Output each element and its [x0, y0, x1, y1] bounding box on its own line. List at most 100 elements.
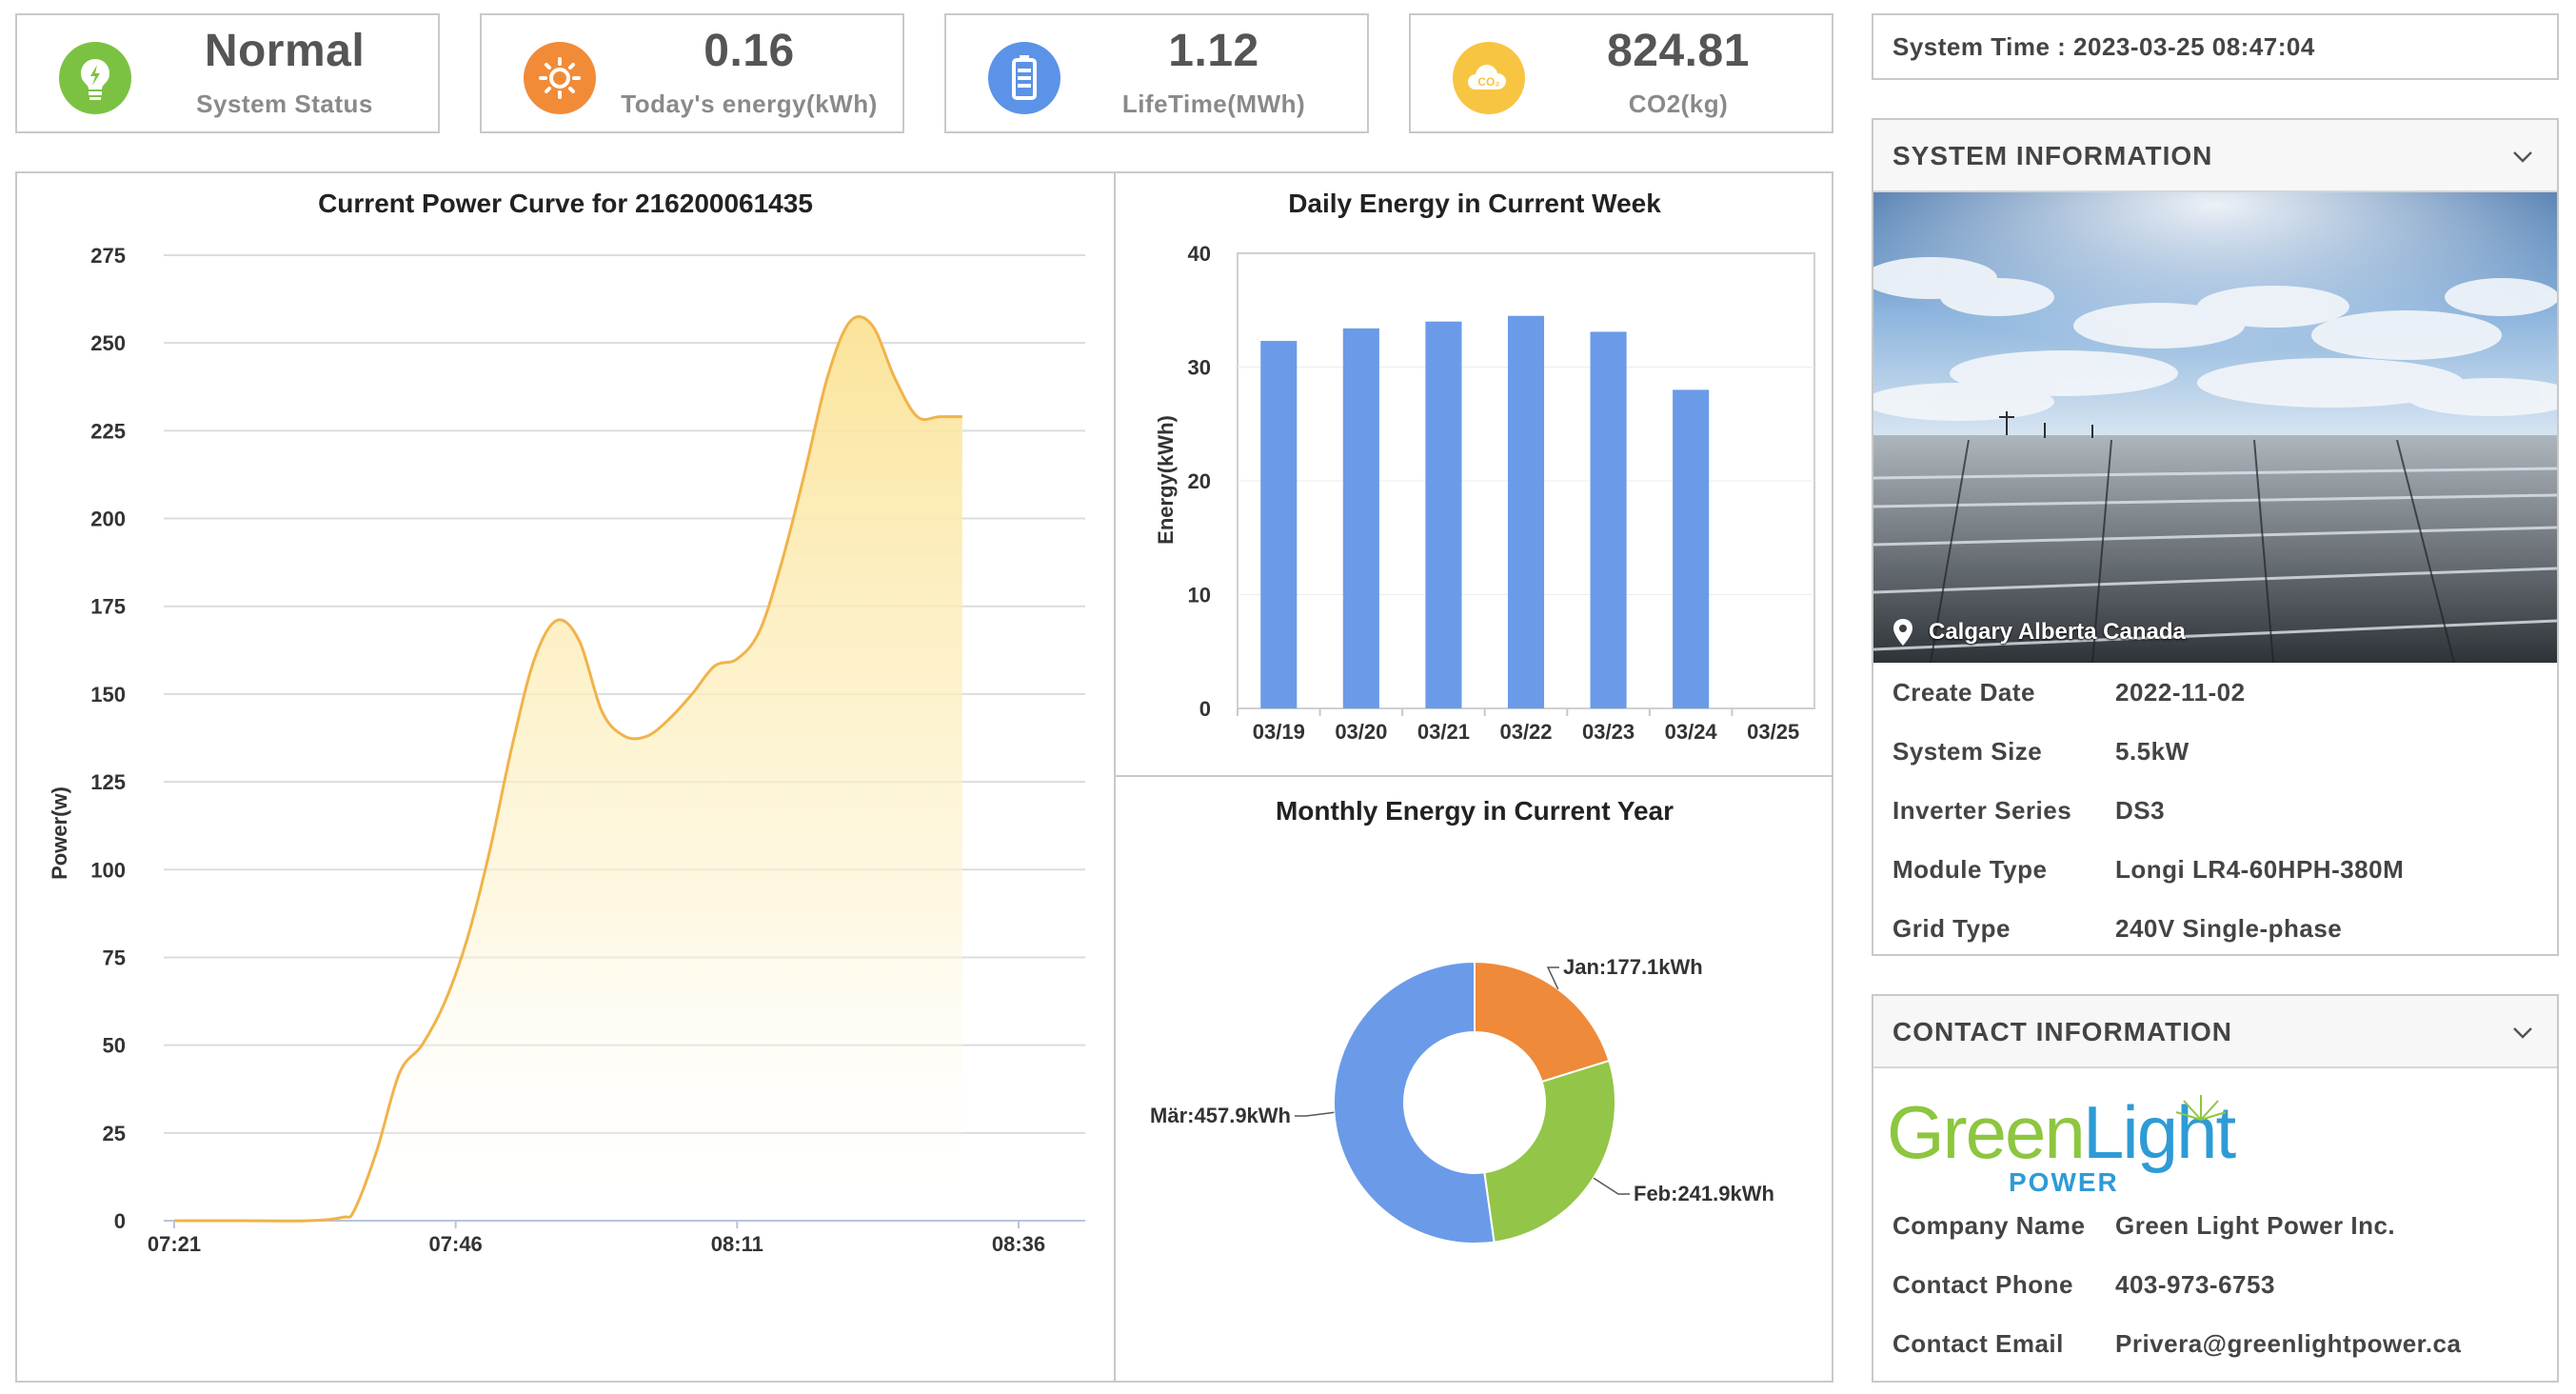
system-status-label: System Status: [196, 90, 373, 118]
daily-energy-title: Daily Energy in Current Week: [1288, 189, 1661, 218]
power-y-tick: 275: [90, 244, 126, 268]
contact-row-phone: Contact Phone 403-973-6753: [1892, 1270, 2547, 1308]
power-x-tick: 07:21: [148, 1232, 201, 1256]
contact-value[interactable]: Privera@greenlightpower.ca: [2115, 1329, 2462, 1358]
power-x-tick: 08:11: [711, 1232, 763, 1256]
today-energy-label: Today's energy(kWh): [621, 90, 878, 118]
system-info-header[interactable]: SYSTEM INFORMATION: [1873, 120, 2557, 192]
power-curve-title: Current Power Curve for 216200061435: [318, 189, 813, 218]
logo-sunburst-icon: [2175, 1095, 2227, 1121]
contact-info-header[interactable]: CONTACT INFORMATION: [1873, 996, 2557, 1068]
bar-y-tick: 0: [1199, 697, 1211, 721]
donut-slice: [1474, 960, 1611, 1084]
contact-row-company: Company Name Green Light Power Inc.: [1892, 1211, 2547, 1249]
contact-info-panel: CONTACT INFORMATION Green Light POWER Co…: [1872, 994, 2559, 1383]
power-y-tick: 125: [90, 770, 126, 794]
lifetime-label: LifeTime(MWh): [1121, 90, 1306, 118]
power-x-tick: 08:36: [992, 1232, 1045, 1256]
donut-label: Mär:457.9kWh: [1150, 1104, 1291, 1127]
daily-energy-chart: Daily Energy in Current Week 0 10 20 30 40 03…: [1116, 173, 1833, 775]
info-value: DS3: [2115, 796, 2166, 825]
bar-y-tick: 20: [1188, 469, 1211, 493]
power-y-tick: 175: [90, 595, 126, 619]
bar-x-tick: 03/25: [1747, 720, 1799, 744]
monthly-energy-chart: Monthly Energy in Current Year Jan:177.1…: [1116, 777, 1833, 1381]
info-row-inverter-series: Inverter Series DS3: [1892, 796, 2547, 834]
power-curve-svg[interactable]: 0 25 50 75 100 125 150 175 200 225 250 275 07:21 07:4…: [17, 173, 1114, 1381]
logo-green-text: Green: [1887, 1090, 2086, 1174]
info-row-create-date: Create Date 2022-11-02: [1892, 678, 2547, 716]
today-energy-value: 0.16: [703, 26, 795, 76]
system-time: System Time : 2023-03-25 08:47:04: [1892, 32, 2315, 61]
info-key: Module Type: [1892, 855, 2048, 884]
daily-bar: [1590, 331, 1627, 708]
logo-power-text: POWER: [2009, 1167, 2119, 1197]
daily-y-axis-label: Energy(kWh): [1154, 415, 1178, 545]
info-row-grid-type: Grid Type 240V Single-phase: [1892, 914, 2547, 952]
power-x-tick: 07:46: [429, 1232, 483, 1256]
site-photo: [1873, 192, 2557, 663]
daily-bar: [1260, 341, 1298, 708]
charts-divider-vertical: [1114, 171, 1116, 1383]
co2-cloud-icon: CO₂: [1453, 42, 1525, 114]
bulb-icon: [59, 42, 131, 114]
donut-leader-line: [1295, 1111, 1335, 1117]
bar-x-tick: 03/20: [1335, 720, 1387, 744]
power-curve-area: [174, 316, 962, 1222]
daily-bar: [1673, 389, 1710, 708]
power-y-tick: 0: [114, 1209, 126, 1233]
sun-icon: [524, 42, 596, 114]
location-pin-icon: [1893, 619, 1912, 646]
system-status-value: Normal: [204, 26, 366, 76]
chevron-down-icon[interactable]: [2511, 1021, 2534, 1044]
power-y-tick: 150: [90, 683, 126, 707]
stat-card-today-energy: 0.16 Today's energy(kWh): [480, 13, 904, 133]
co2-value: 824.81: [1607, 26, 1750, 76]
system-time-box: System Time : 2023-03-25 08:47:04: [1872, 13, 2559, 80]
daily-bar: [1342, 328, 1379, 708]
info-value: 240V Single-phase: [2115, 914, 2343, 943]
power-y-tick: 225: [90, 419, 126, 443]
charts-divider-horizontal: [1114, 775, 1833, 777]
daily-energy-svg[interactable]: 0 10 20 30 40 03/19 03/20 03/21 03/22 03/23 03/24 0…: [1116, 173, 1833, 775]
contact-key: Contact Phone: [1892, 1270, 2073, 1299]
battery-icon: [988, 42, 1060, 114]
power-y-tick: 50: [103, 1034, 126, 1058]
contact-info-heading: CONTACT INFORMATION: [1892, 1017, 2233, 1046]
power-curve-line: [173, 315, 962, 1223]
svg-text:CO₂: CO₂: [1477, 75, 1499, 89]
donut-slice: [1332, 960, 1496, 1245]
stat-card-lifetime: 1.12 LifeTime(MWh): [944, 13, 1369, 133]
info-key: System Size: [1892, 737, 2043, 766]
lifetime-value: 1.12: [1168, 26, 1259, 76]
donut-label: Feb:241.9kWh: [1634, 1182, 1774, 1205]
chevron-down-icon[interactable]: [2511, 145, 2534, 168]
donut-label: Jan:177.1kWh: [1563, 955, 1703, 979]
bar-x-tick: 03/23: [1582, 720, 1635, 744]
stat-card-status: Normal System Status: [15, 13, 440, 133]
info-value: Longi LR4-60HPH-380M: [2115, 855, 2405, 884]
power-y-tick: 100: [90, 858, 126, 882]
info-key: Grid Type: [1892, 914, 2011, 943]
power-curve-chart: Current Power Curve for 216200061435 0 25…: [17, 173, 1114, 1381]
donut-slice: [1483, 1059, 1616, 1244]
bar-y-tick: 40: [1188, 242, 1211, 266]
company-logo: Green Light POWER: [1887, 1089, 2268, 1197]
contact-key: Contact Email: [1892, 1329, 2064, 1358]
info-key: Inverter Series: [1892, 796, 2072, 825]
power-y-tick: 200: [90, 508, 126, 531]
power-y-tick: 75: [103, 946, 126, 969]
monthly-energy-svg[interactable]: Jan:177.1kWh Feb:241.9kWh Mär:457.9kWh: [1116, 777, 1833, 1381]
contact-value: Green Light Power Inc.: [2115, 1211, 2396, 1240]
info-key: Create Date: [1892, 678, 2036, 707]
info-value: 5.5kW: [2115, 737, 2190, 766]
info-row-module-type: Module Type Longi LR4-60HPH-380M: [1892, 855, 2547, 893]
logo-light-text: Light: [2083, 1090, 2236, 1174]
bar-x-tick: 03/19: [1253, 720, 1305, 744]
contact-key: Company Name: [1892, 1211, 2086, 1240]
power-y-tick: 25: [103, 1122, 126, 1145]
stat-card-co2: CO₂ 824.81 CO2(kg): [1409, 13, 1833, 133]
daily-bar: [1507, 315, 1545, 708]
bar-x-tick: 03/22: [1499, 720, 1552, 744]
contact-value[interactable]: 403-973-6753: [2115, 1270, 2275, 1299]
